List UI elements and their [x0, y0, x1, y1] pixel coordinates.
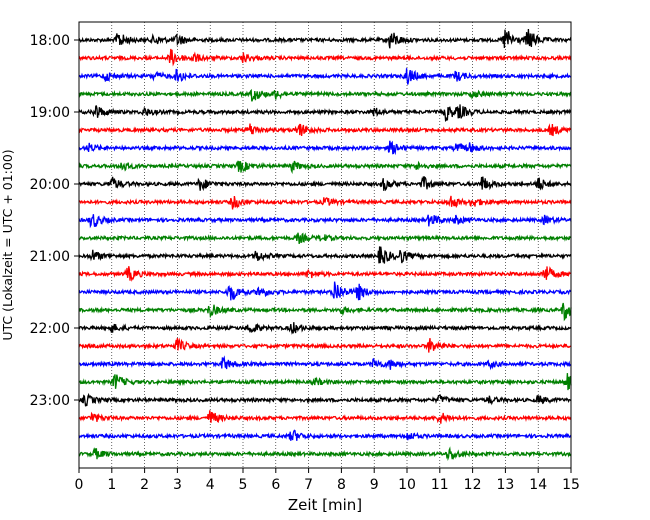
- seismic-trace: [78, 48, 572, 67]
- x-axis: 0 1 2 3 4 5 6 7 8 9 10 11 12 13 14 15: [75, 468, 580, 493]
- seismic-trace: [78, 160, 572, 175]
- x-tick-label: 14: [529, 477, 547, 493]
- y-axis: 18:00 19:00 20:00 21:00 22:00 23:00: [30, 33, 79, 409]
- seismic-trace: [78, 104, 572, 122]
- seismic-trace: [78, 88, 572, 102]
- x-tick-label: 15: [562, 477, 580, 493]
- x-tick-label: 2: [140, 477, 149, 493]
- seismic-trace: [78, 410, 572, 424]
- seismic-trace: [78, 266, 572, 282]
- seismic-trace: [78, 232, 572, 244]
- plot-frame: [78, 21, 572, 469]
- seismic-trace: [78, 246, 572, 264]
- x-tick-label: 5: [239, 477, 248, 493]
- x-tick-label: 7: [304, 477, 313, 493]
- x-tick-label: 13: [496, 477, 514, 493]
- y-tick-label: 22:00: [30, 321, 70, 337]
- seismic-trace: [78, 123, 572, 137]
- x-tick-label: 8: [337, 477, 346, 493]
- seismic-trace: [78, 214, 572, 229]
- trace-group: [78, 29, 572, 461]
- seismic-trace: [78, 355, 572, 371]
- x-tick-label: 11: [431, 477, 449, 493]
- seismic-trace: [78, 302, 572, 322]
- x-tick-label: 12: [464, 477, 482, 493]
- y-axis-label: UTC (Lokalzeit = UTC + 01:00): [0, 149, 15, 340]
- y-tick-label: 18:00: [30, 33, 70, 49]
- seismic-trace: [78, 195, 572, 210]
- y-tick-label: 21:00: [30, 249, 70, 265]
- y-tick-label: 19:00: [30, 105, 70, 121]
- seismic-trace: [78, 429, 572, 441]
- y-tick-label: 20:00: [30, 177, 70, 193]
- seismic-trace: [78, 29, 572, 49]
- seismic-trace: [78, 68, 572, 85]
- grid-lines: [111, 22, 539, 468]
- seismic-trace: [78, 281, 572, 301]
- seismic-trace: [78, 176, 572, 192]
- seismic-trace: [78, 337, 572, 353]
- x-tick-label: 10: [398, 477, 416, 493]
- y-tick-label: 23:00: [30, 393, 70, 409]
- x-tick-label: 4: [206, 477, 215, 493]
- seismic-trace: [78, 446, 572, 461]
- x-tick-label: 0: [75, 477, 84, 493]
- seismic-trace: [78, 322, 572, 335]
- x-tick-label: 9: [370, 477, 379, 493]
- seismic-trace: [78, 140, 572, 156]
- x-axis-label: Zeit [min]: [288, 496, 362, 514]
- seismic-trace: [78, 373, 572, 391]
- x-tick-label: 3: [173, 477, 182, 493]
- x-tick-label: 6: [271, 477, 280, 493]
- seismic-trace: [78, 392, 572, 407]
- x-tick-label: 1: [107, 477, 116, 493]
